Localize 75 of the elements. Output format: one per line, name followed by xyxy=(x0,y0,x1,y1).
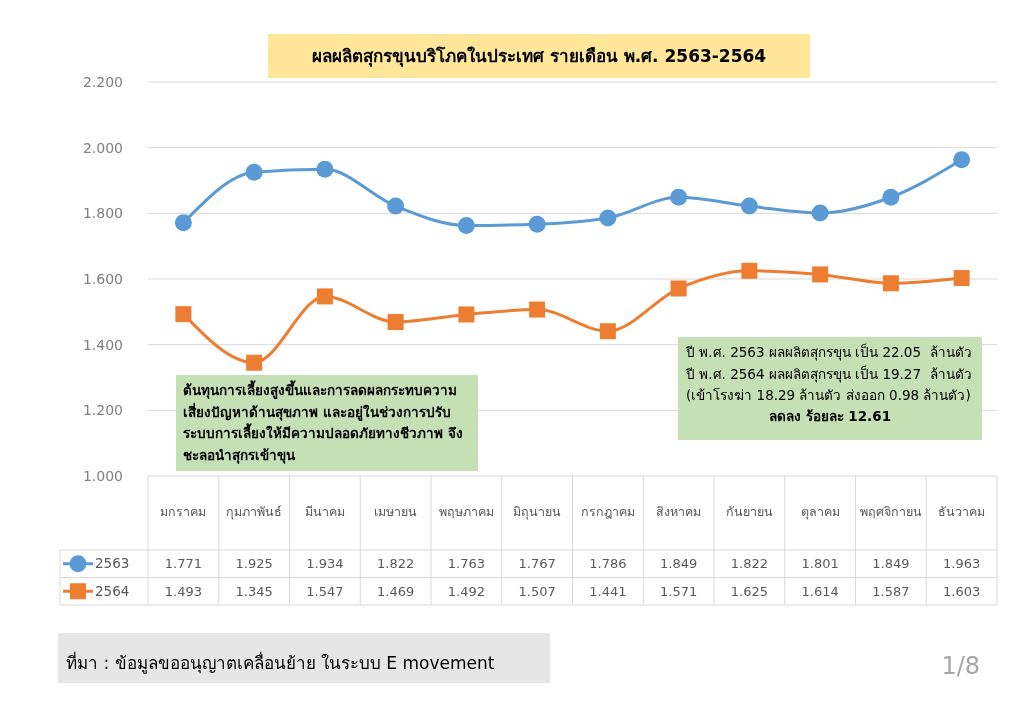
point xyxy=(457,216,475,234)
data-label: 1.603 xyxy=(943,583,981,599)
point xyxy=(882,188,900,206)
point xyxy=(387,197,405,215)
data-label: 1.849 xyxy=(660,556,698,572)
data-label: 1.963 xyxy=(943,556,981,572)
point xyxy=(953,151,971,169)
annotation: ปี พ.ศ. 2563 ผลผลิตสุกรขุน เป็น 22.05 ล้านตัว ปี พ.ศ. 2564 ผลผลิตสุกรขุน เป็น 19.27 ล้านตัว (เข้าโรงฆ่า 18.29 ล้านตัว ส่งออก 0.98 ล้านตัว) xyxy=(685,343,972,403)
point xyxy=(599,323,616,340)
data-label: 1.763 xyxy=(447,556,485,572)
x-tick-label: พฤศจิกายน xyxy=(859,504,922,519)
data-label: 1.786 xyxy=(589,556,627,572)
point xyxy=(670,188,688,206)
y-tick-label: 2.000 xyxy=(82,139,123,156)
text: ที่มา : ข้อมูลขออนุญาตเคลื่อนย้าย ในระบบ E movement xyxy=(66,651,495,674)
x-tick-label: กันยายน xyxy=(725,504,773,519)
y-tick-label: 1.400 xyxy=(82,336,123,353)
point xyxy=(316,288,333,305)
point xyxy=(529,301,546,318)
point xyxy=(175,306,192,323)
x-tick-label: พฤษภาคม xyxy=(438,504,494,519)
legend-label: 2564 xyxy=(95,582,130,599)
point xyxy=(245,163,263,181)
data-label: 1.771 xyxy=(164,556,202,572)
annotation: ต้นทุนการเลี้ยงสูงขึ้นและการลดผลกระทบความ เสี่ยงปัญหาด้านสุขภาพ และอยู่ในช่วงการปรับ ระบบการเลี้ยงให้มีความปลอดภัยทางชีวภาพ จึง ชะลอนำสุกรเข้าขุน xyxy=(183,380,463,464)
data-label: 1.492 xyxy=(447,583,485,599)
point xyxy=(316,160,334,178)
chart-title: ผลผลิตสุกรขุนบริโภคในประเทศ รายเดือน พ.ศ. 2563-2564 xyxy=(311,46,767,67)
point xyxy=(599,209,617,227)
point xyxy=(953,270,970,287)
point xyxy=(246,354,263,371)
point xyxy=(740,197,758,215)
x-tick-label: กรกฎาคม xyxy=(580,504,635,519)
point xyxy=(741,262,758,279)
data-label: 1.934 xyxy=(306,556,344,572)
point xyxy=(811,204,829,222)
x-tick-label: ตุลาคม xyxy=(800,504,840,520)
data-label: 1.587 xyxy=(872,583,910,599)
x-tick-label: เมษายน xyxy=(374,504,418,519)
x-tick-label: มิถุนายน xyxy=(513,504,562,520)
point xyxy=(458,306,475,323)
x-tick-label: มกราคม xyxy=(160,504,207,519)
x-tick-label: สิงหาคม xyxy=(656,504,702,519)
data-label: 1.507 xyxy=(518,583,556,599)
point xyxy=(174,214,192,232)
y-tick-label: 1.200 xyxy=(82,402,123,419)
data-label: 1.571 xyxy=(660,583,698,599)
data-label: 1.822 xyxy=(377,556,415,572)
data-label: 1.849 xyxy=(872,556,910,572)
legend-label: 2563 xyxy=(95,555,130,572)
x-tick-label: ธันวาคม xyxy=(938,504,986,519)
data-label: 1.345 xyxy=(235,583,273,599)
data-label: 1.614 xyxy=(801,583,839,599)
point xyxy=(670,280,687,297)
point xyxy=(387,314,404,331)
data-label: 1.469 xyxy=(377,583,415,599)
data-label: 1.625 xyxy=(730,583,768,599)
y-tick-label: 1.800 xyxy=(82,205,123,222)
x-tick-label: กุมภาพันธ์ xyxy=(226,504,283,520)
data-label: 1.801 xyxy=(801,556,839,572)
data-label: 1.925 xyxy=(235,556,273,572)
data-label: 1.441 xyxy=(589,583,627,599)
point xyxy=(882,275,899,292)
data-label: 1.547 xyxy=(306,583,344,599)
x-tick-label: มีนาคม xyxy=(304,504,345,519)
y-tick-label: 1.600 xyxy=(82,270,123,287)
data-label: 1.822 xyxy=(730,556,768,572)
point xyxy=(812,266,829,283)
text: 1/8 xyxy=(941,652,980,680)
y-tick-label: 1.000 xyxy=(82,467,123,484)
point xyxy=(528,215,546,233)
annotation: ลดลง ร้อยละ 12.61 xyxy=(768,408,892,424)
data-label: 1.767 xyxy=(518,556,556,572)
data-label: 1.493 xyxy=(164,583,202,599)
y-tick-label: 2.200 xyxy=(82,73,123,90)
